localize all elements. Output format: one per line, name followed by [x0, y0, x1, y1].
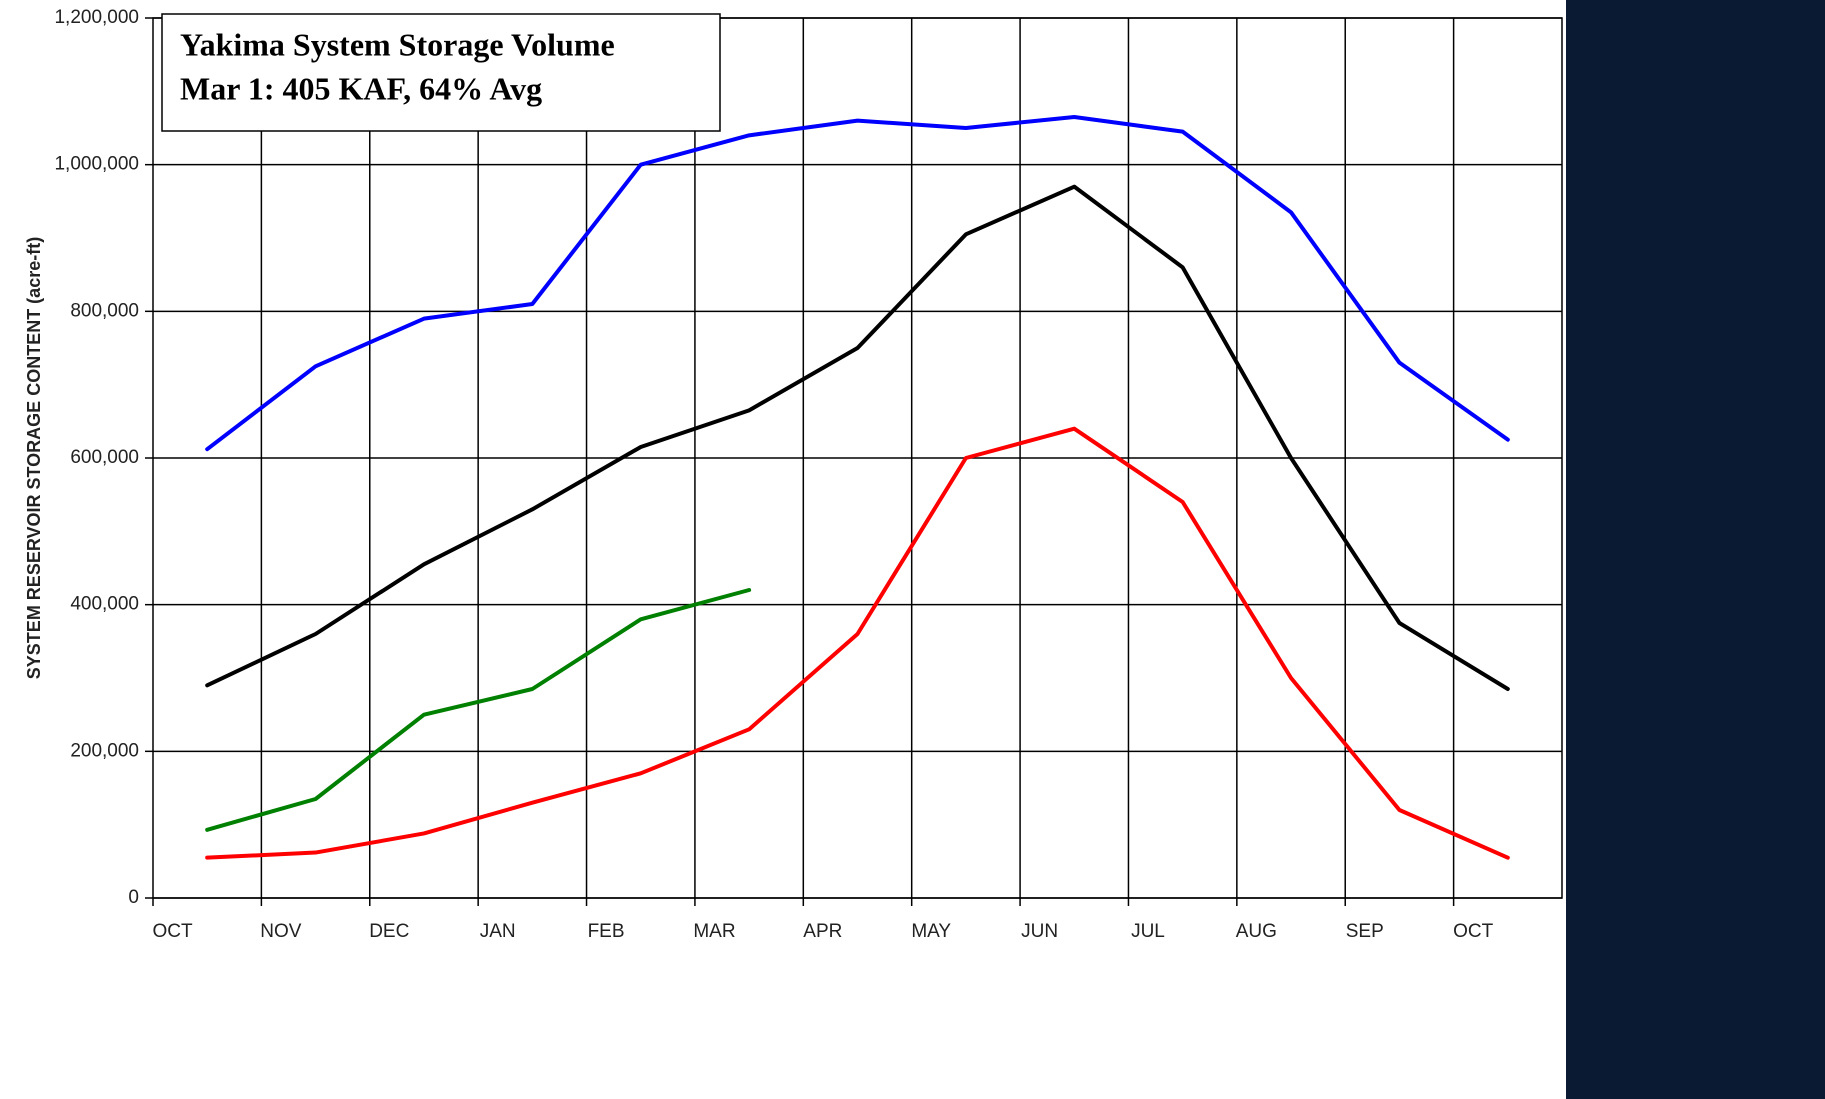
x-tick-label: JUN	[1021, 921, 1058, 942]
x-tick-label: JUL	[1131, 921, 1165, 942]
x-tick-label: APR	[803, 921, 842, 942]
chart-subtitle: Mar 1: 405 KAF, 64% Avg	[180, 70, 542, 106]
y-tick-label: 200,000	[70, 740, 139, 761]
x-tick-label: JAN	[480, 921, 516, 942]
x-tick-label: NOV	[260, 921, 302, 942]
x-tick-label: OCT	[152, 921, 193, 942]
y-tick-label: 1,200,000	[54, 7, 139, 28]
x-tick-label: MAR	[693, 921, 735, 942]
y-tick-label: 0	[128, 887, 139, 908]
series-line	[205, 115, 1510, 452]
series-line	[205, 588, 752, 832]
x-tick-label: FEB	[588, 921, 625, 942]
x-tick-label: AUG	[1236, 921, 1277, 942]
series-line	[205, 184, 1510, 691]
title-box	[161, 13, 721, 132]
x-tick-label: OCT	[1453, 921, 1494, 942]
screen-edge	[1566, 0, 1825, 1099]
series-line	[205, 426, 1510, 860]
y-tick-label: 400,000	[70, 594, 139, 615]
y-tick-label: 600,000	[70, 447, 139, 468]
x-tick-label: MAY	[911, 921, 951, 942]
x-tick-label: DEC	[369, 921, 409, 942]
x-tick-label: SEP	[1346, 921, 1384, 942]
y-axis-label: SYSTEM RESERVOIR STORAGE CONTENT (acre-f…	[24, 237, 44, 679]
chart-title: Yakima System Storage Volume	[180, 26, 615, 62]
y-tick-label: 800,000	[70, 300, 139, 321]
y-tick-label: 1,000,000	[54, 154, 139, 175]
